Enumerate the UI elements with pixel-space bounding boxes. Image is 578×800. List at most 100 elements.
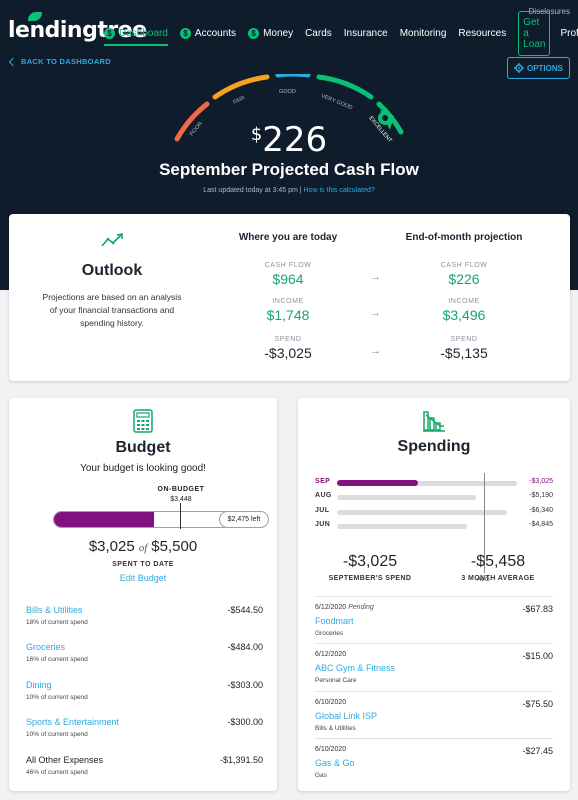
budget-card: Budget Your budget is looking good! ON-B… (9, 398, 277, 791)
average-line (483, 473, 485, 573)
nav-cards[interactable]: Cards (305, 27, 332, 39)
nav-accounts[interactable]: $ Accounts (179, 18, 237, 48)
table-row: 6/10/2020 Global Link ISP Bills & Utilit… (315, 691, 553, 737)
today-spend: -$3,025 (264, 345, 312, 361)
table-row: 6/10/2020 Gas & Go Gas -$27.45 (315, 738, 553, 784)
amount-value: 226 (262, 120, 328, 160)
gauge-label-good: GOOD (279, 89, 296, 95)
category-link[interactable]: Sports & Entertainment (26, 717, 120, 727)
on-budget-label: ON-BUDGET (157, 486, 205, 493)
options-label: OPTIONS (526, 63, 563, 73)
average-spend-label: 3 MONTH AVERAGE (461, 575, 535, 582)
dollar-icon: $ (248, 27, 260, 39)
outlook-title: Outlook (81, 262, 143, 279)
calculator-icon (133, 409, 153, 433)
average-spend: -$5,458 (470, 553, 526, 570)
transaction-amount: -$27.45 (522, 746, 553, 756)
metric-label: SPEND (274, 336, 302, 343)
trend-up-icon (101, 233, 123, 247)
nav-monitoring[interactable]: Monitoring (399, 27, 447, 39)
spending-bar (337, 510, 508, 515)
category-amount: -$544.50 (227, 605, 263, 615)
transaction-category: Personal Care (315, 677, 357, 684)
projected-amount: $226 (0, 120, 578, 160)
how-calculated-link[interactable]: How is this calculated? (303, 187, 375, 194)
of-text: of (138, 542, 148, 554)
nav-label: Accounts (194, 27, 237, 39)
transaction-link[interactable]: Foodmart (315, 616, 354, 626)
category-share: 10% of current spend (26, 731, 88, 738)
list-item: All Other Expenses 46% of current spend … (26, 755, 263, 785)
nav-insurance[interactable]: Insurance (343, 27, 388, 39)
category-name: All Other Expenses (26, 755, 104, 765)
spending-bar-track (337, 481, 517, 486)
category-amount: -$303.00 (227, 680, 263, 690)
list-item: Groceries 16% of current spend -$484.00 (26, 642, 263, 672)
gauge-label-very-good: VERY GOOD (320, 93, 353, 111)
on-budget-marker (180, 503, 181, 529)
month-label: SEP (315, 478, 331, 485)
transaction-date: 6/10/2020 (315, 699, 347, 706)
category-amount: -$1,391.50 (219, 755, 263, 765)
transaction-category: Bills & Utilities (315, 725, 356, 732)
category-share: 18% of current spend (26, 619, 88, 626)
list-item: Bills & Utilities 18% of current spend -… (26, 605, 263, 635)
chevron-left-icon (8, 57, 18, 66)
budget-title: Budget (115, 439, 171, 456)
month-label: JUN (315, 521, 331, 528)
dollar-icon: $ (179, 27, 191, 39)
outlook-card: Outlook Projections are based on an anal… (9, 214, 570, 381)
spending-row: SEP -$3,025 (315, 478, 553, 488)
table-row: 6/12/2020 ABC Gym & Fitness Personal Car… (315, 643, 553, 689)
table-row: 6/12/2020 Pending Foodmart Groceries -$6… (315, 596, 553, 642)
category-share: 16% of current spend (26, 656, 88, 663)
spending-row: JUL -$6,340 (315, 507, 553, 517)
nav-resources[interactable]: Resources (458, 27, 507, 39)
pending-badge: Pending (348, 604, 374, 611)
transaction-amount: -$15.00 (522, 651, 553, 661)
updated-text: Last updated today at 3:45 pm (203, 187, 298, 194)
nav-label: Money (263, 27, 294, 39)
category-link[interactable]: Groceries (26, 642, 66, 652)
main-nav: $ Dashboard $ Accounts $ Money Cards Insura… (104, 10, 578, 56)
last-updated: Last updated today at 3:45 pm | How is t… (203, 187, 375, 194)
get-a-loan-button[interactable]: Get a Loan (518, 10, 551, 56)
projection-heading: End-of-month projection (405, 232, 523, 243)
budget-progress-bar (53, 511, 236, 528)
profile-menu[interactable]: Profile (560, 28, 578, 39)
back-to-dashboard-link[interactable]: BACK TO DASHBOARD (8, 57, 111, 66)
logo-leaf-icon (28, 12, 42, 21)
transaction-link[interactable]: Global Link ISP (315, 711, 378, 721)
transaction-amount: -$67.83 (522, 604, 553, 614)
month-label: JUL (315, 507, 330, 514)
nav-label: Dashboard (119, 27, 168, 39)
edit-budget-link[interactable]: Edit Budget (119, 573, 167, 583)
category-link[interactable]: Dining (26, 680, 52, 690)
spending-row: JUN -$4,845 (315, 521, 553, 531)
logo[interactable]: lendingtree (8, 18, 147, 43)
month-value: -$4,845 (529, 521, 553, 528)
transaction-category: Gas (315, 772, 327, 779)
options-button[interactable]: OPTIONS (506, 57, 570, 79)
category-share: 46% of current spend (26, 769, 88, 776)
transaction-link[interactable]: Gas & Go (315, 758, 355, 768)
budget-left-pill: $2,475 left (219, 511, 269, 528)
date-text: 6/12/2020 (315, 604, 347, 611)
cash-flow-gauge: POOR FAIR GOOD VERY GOOD EXCELLENT (174, 74, 404, 144)
arrow-right-icon: → (370, 271, 381, 283)
projected-spend: -$5,135 (440, 345, 488, 361)
gear-icon (513, 63, 524, 73)
total-value: $5,500 (151, 538, 198, 555)
metric-label: CASH FLOW (440, 262, 488, 269)
spending-bar (337, 495, 477, 500)
category-share: 10% of current spend (26, 694, 88, 701)
transaction-link[interactable]: ABC Gym & Fitness (315, 663, 396, 673)
nav-dashboard[interactable]: $ Dashboard (104, 18, 168, 48)
metric-label: INCOME (272, 298, 304, 305)
budget-amount: $3,025 of $5,500 (9, 538, 277, 555)
nav-money[interactable]: $ Money (248, 18, 293, 48)
spent-to-date-label: SPENT TO DATE (112, 561, 174, 568)
category-link[interactable]: Bills & Utilities (26, 605, 83, 615)
transaction-category: Groceries (315, 630, 344, 637)
list-item: Sports & Entertainment 10% of current sp… (26, 717, 263, 747)
